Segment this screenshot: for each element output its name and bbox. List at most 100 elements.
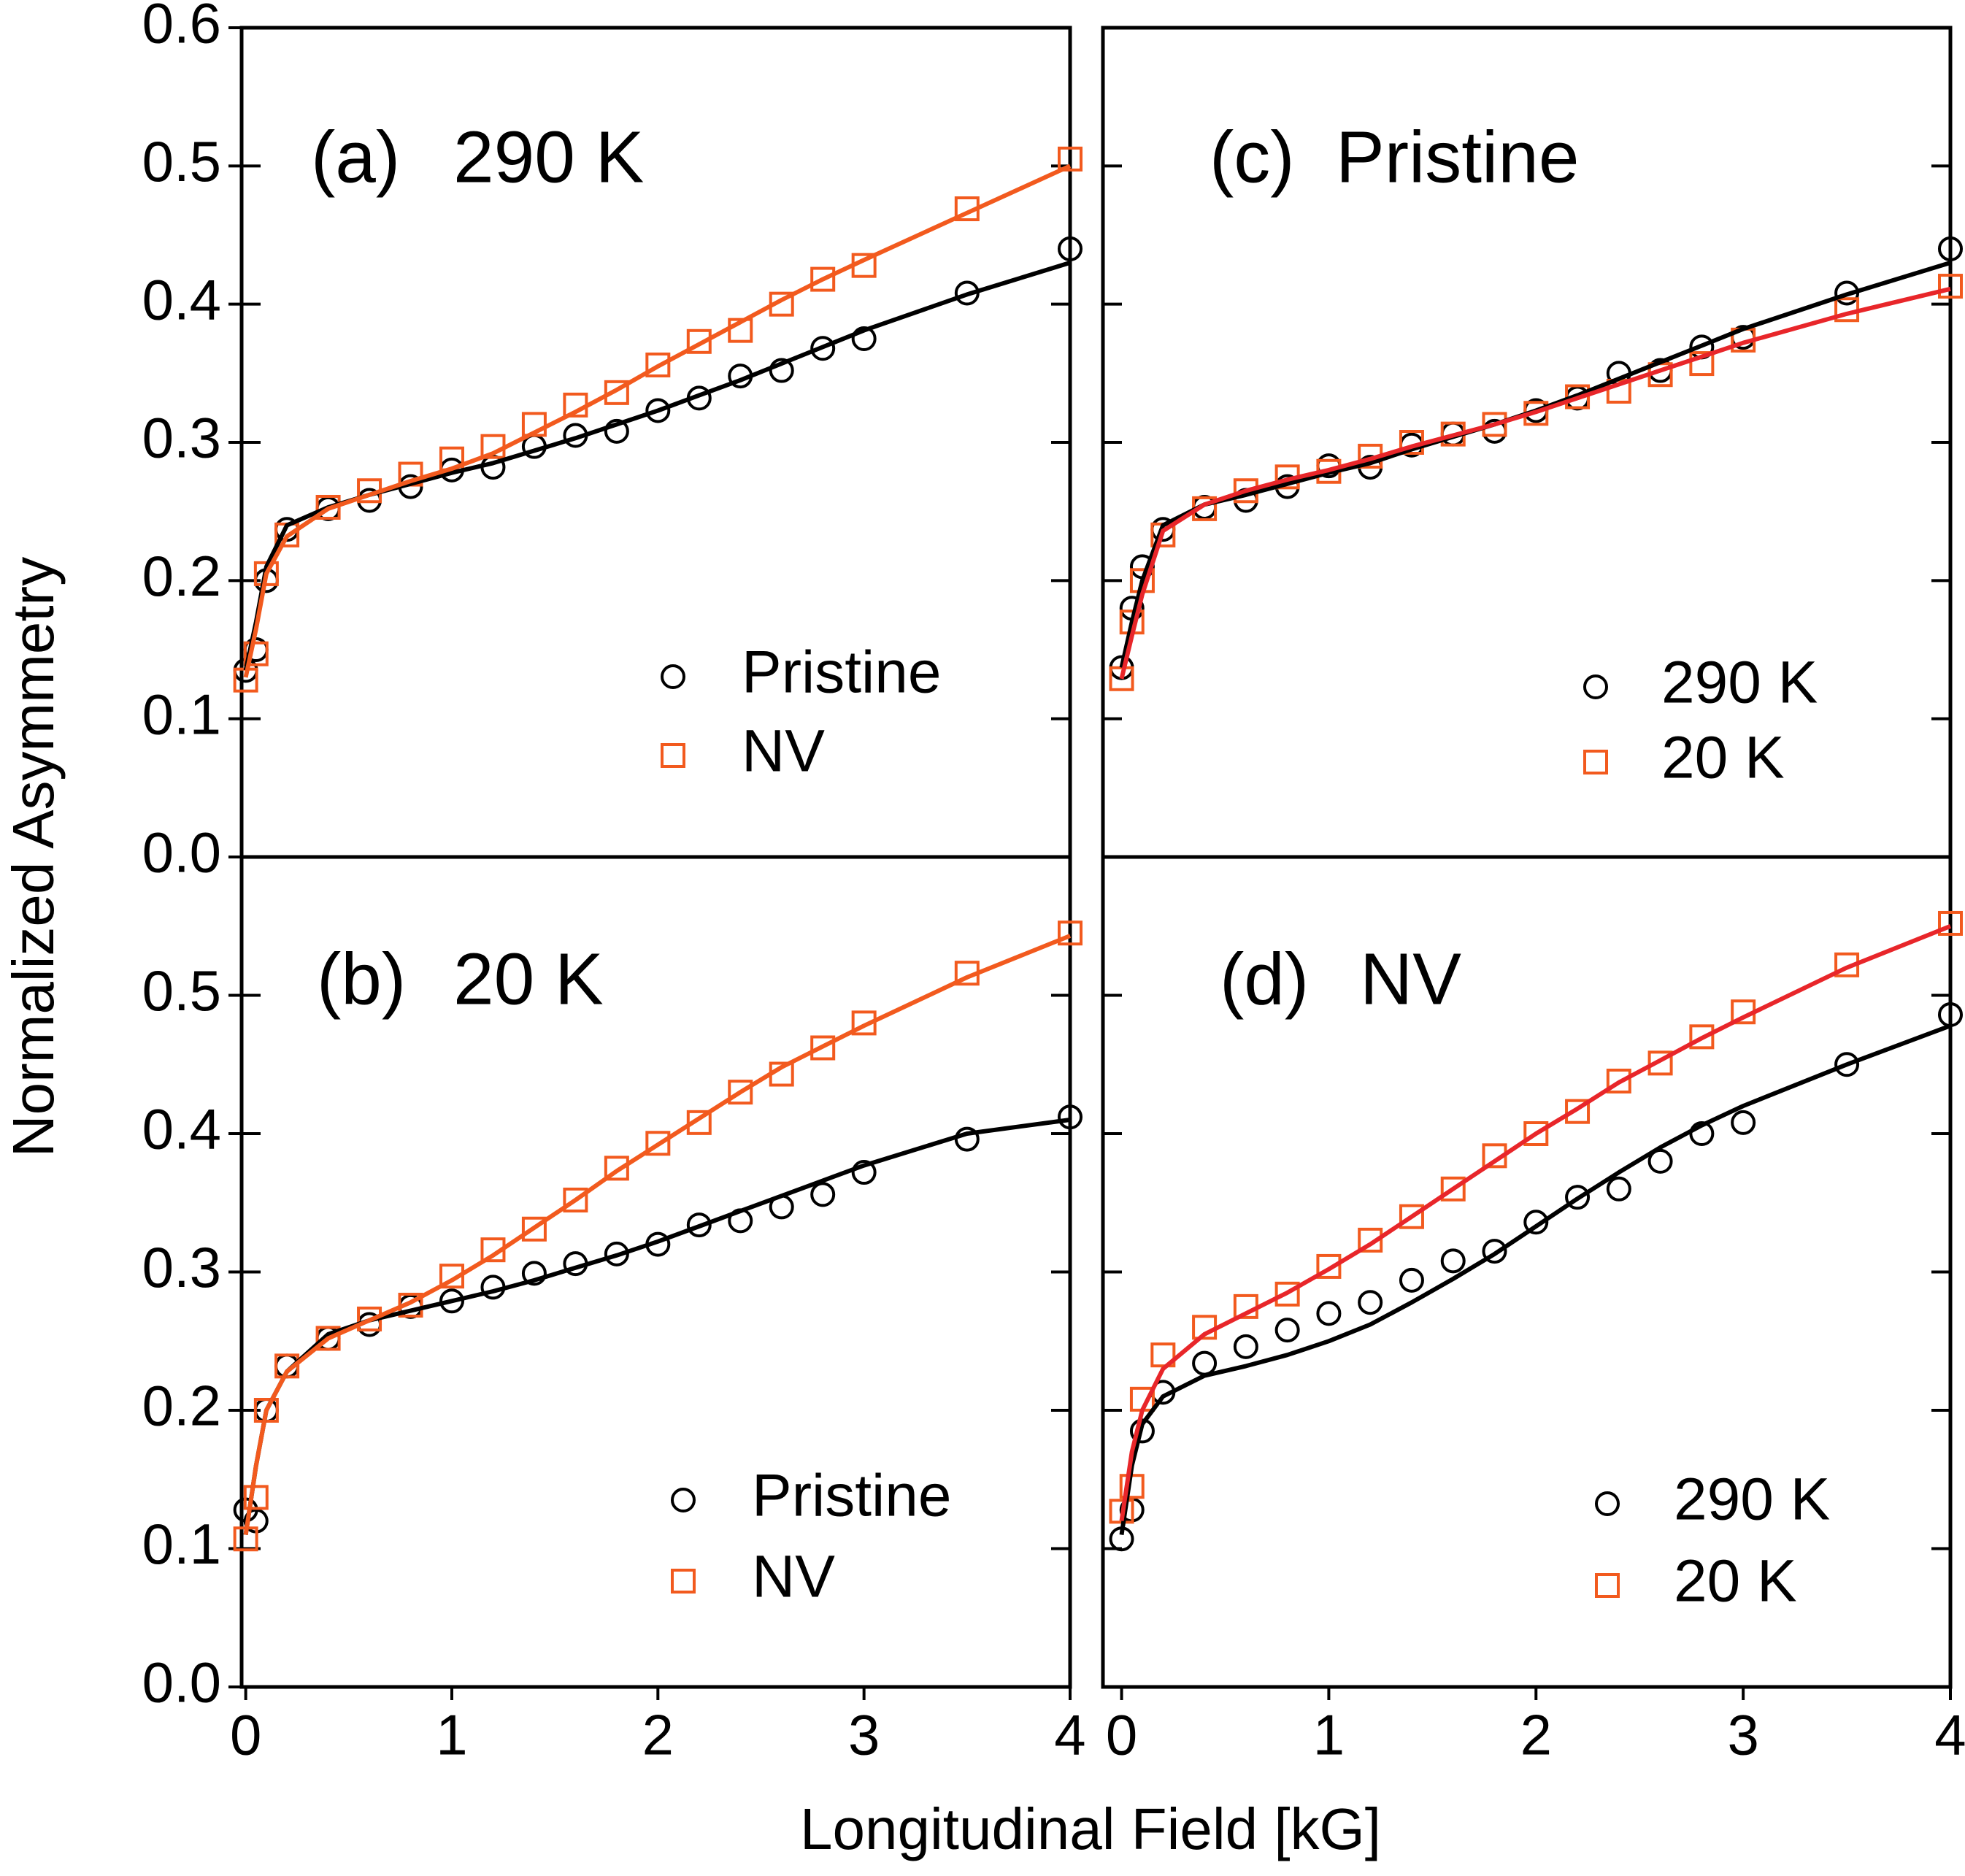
y-tick-label: 0.1 — [142, 682, 221, 746]
circle-marker — [1938, 1002, 1963, 1028]
y-tick-label: 0.0 — [142, 1650, 221, 1715]
circle-marker — [1606, 1176, 1631, 1202]
square-marker — [686, 1110, 712, 1135]
square-marker — [645, 1131, 671, 1156]
square-marker — [1938, 274, 1963, 299]
panel-title: 290 K — [453, 116, 644, 198]
circle-marker — [1595, 1491, 1620, 1516]
x-tick-label: 2 — [1520, 1703, 1552, 1767]
legend-label: 20 K — [1661, 725, 1785, 791]
square-marker — [1595, 1573, 1620, 1598]
y-tick-label: 0.3 — [142, 1235, 221, 1299]
circle-marker — [1731, 1110, 1756, 1135]
fit-line — [243, 934, 1072, 1536]
circle-marker — [439, 1288, 464, 1314]
y-tick-label: 0.2 — [142, 544, 221, 608]
square-marker — [1440, 1176, 1466, 1202]
square-marker — [810, 1035, 836, 1061]
circle-marker — [1482, 1239, 1507, 1264]
circle-marker — [1523, 1210, 1549, 1235]
circle-marker — [671, 1488, 696, 1512]
square-marker — [671, 1569, 696, 1594]
square-marker — [243, 641, 269, 666]
circle-marker — [769, 358, 794, 383]
y-tick-label: 0.1 — [142, 1512, 221, 1576]
circle-marker — [810, 336, 836, 361]
circle-marker — [604, 418, 629, 444]
circle-marker — [1058, 1104, 1083, 1130]
fit-line — [1119, 924, 1952, 1522]
square-marker — [1482, 412, 1507, 437]
legend-label: Pristine — [752, 1463, 951, 1529]
circle-marker — [1233, 1334, 1258, 1359]
legend-label: NV — [752, 1544, 835, 1610]
legend-label: 290 K — [1674, 1466, 1830, 1533]
y-tick-label: 0.5 — [142, 129, 221, 193]
circle-marker — [810, 1182, 836, 1207]
square-marker — [810, 266, 836, 292]
square-marker — [1523, 1121, 1549, 1146]
fit-line — [243, 261, 1071, 672]
square-marker — [645, 352, 671, 377]
y-tick-label: 0.3 — [142, 406, 221, 470]
square-marker — [521, 1216, 547, 1242]
x-tick-label: 3 — [848, 1703, 880, 1767]
fit-line — [1119, 261, 1951, 669]
circle-marker — [851, 326, 877, 351]
circle-marker — [1834, 1052, 1860, 1077]
circle-marker — [851, 1160, 877, 1185]
y-tick-label: 0.0 — [142, 820, 221, 885]
square-marker — [243, 1485, 269, 1510]
square-marker — [1109, 666, 1134, 691]
square-marker — [274, 1353, 300, 1379]
circle-marker — [1192, 1350, 1218, 1376]
panel-label: (c) — [1210, 116, 1295, 198]
circle-marker — [1316, 1301, 1342, 1326]
x-tick-label: 3 — [1727, 1703, 1758, 1767]
circle-marker — [1647, 1148, 1673, 1174]
y-axis-label: Normalized Asymmetry — [1, 557, 66, 1157]
x-tick-label: 2 — [642, 1703, 674, 1767]
circle-marker — [1583, 674, 1608, 699]
y-tick-label: 0.4 — [142, 1097, 221, 1161]
circle-marker — [686, 1212, 712, 1238]
square-marker — [1399, 1204, 1424, 1229]
circle-marker — [521, 1261, 547, 1286]
circle-marker — [1399, 1267, 1424, 1293]
square-marker — [1058, 146, 1083, 172]
square-marker — [1689, 351, 1715, 377]
square-marker — [315, 1326, 341, 1351]
y-tick-label: 0.2 — [142, 1374, 221, 1438]
square-marker — [1647, 1050, 1673, 1076]
square-marker — [521, 412, 547, 437]
square-marker — [1150, 1342, 1176, 1368]
fit-line — [243, 164, 1072, 678]
square-marker — [1316, 1253, 1342, 1279]
y-tick-label: 0.4 — [142, 267, 221, 331]
panel-label: (d) — [1220, 938, 1309, 1020]
circle-marker — [1565, 1185, 1591, 1210]
x-tick-label: 0 — [230, 1703, 261, 1767]
legend-label: 20 K — [1674, 1548, 1797, 1615]
circle-marker — [1129, 1418, 1155, 1444]
y-tick-label: 0.5 — [142, 958, 221, 1023]
x-tick-label: 1 — [1313, 1703, 1345, 1767]
square-marker — [1058, 920, 1083, 946]
fit-line — [1119, 286, 1951, 680]
circle-marker — [661, 664, 685, 689]
square-marker — [1274, 1281, 1300, 1307]
legend-label: NV — [742, 718, 825, 785]
square-marker — [1583, 750, 1608, 774]
panel-label: (a) — [311, 116, 400, 198]
y-tick-label: 0.6 — [142, 0, 221, 55]
square-marker — [1938, 910, 1963, 936]
square-marker — [728, 1080, 753, 1105]
square-marker — [1358, 1227, 1383, 1253]
panel-title: NV — [1360, 938, 1461, 1020]
circle-marker — [645, 398, 671, 423]
square-marker — [1689, 1024, 1715, 1050]
legend-label: Pristine — [742, 639, 941, 706]
circle-marker — [1058, 236, 1083, 261]
circle-marker — [1938, 236, 1963, 261]
panel-title: Pristine — [1336, 116, 1579, 198]
